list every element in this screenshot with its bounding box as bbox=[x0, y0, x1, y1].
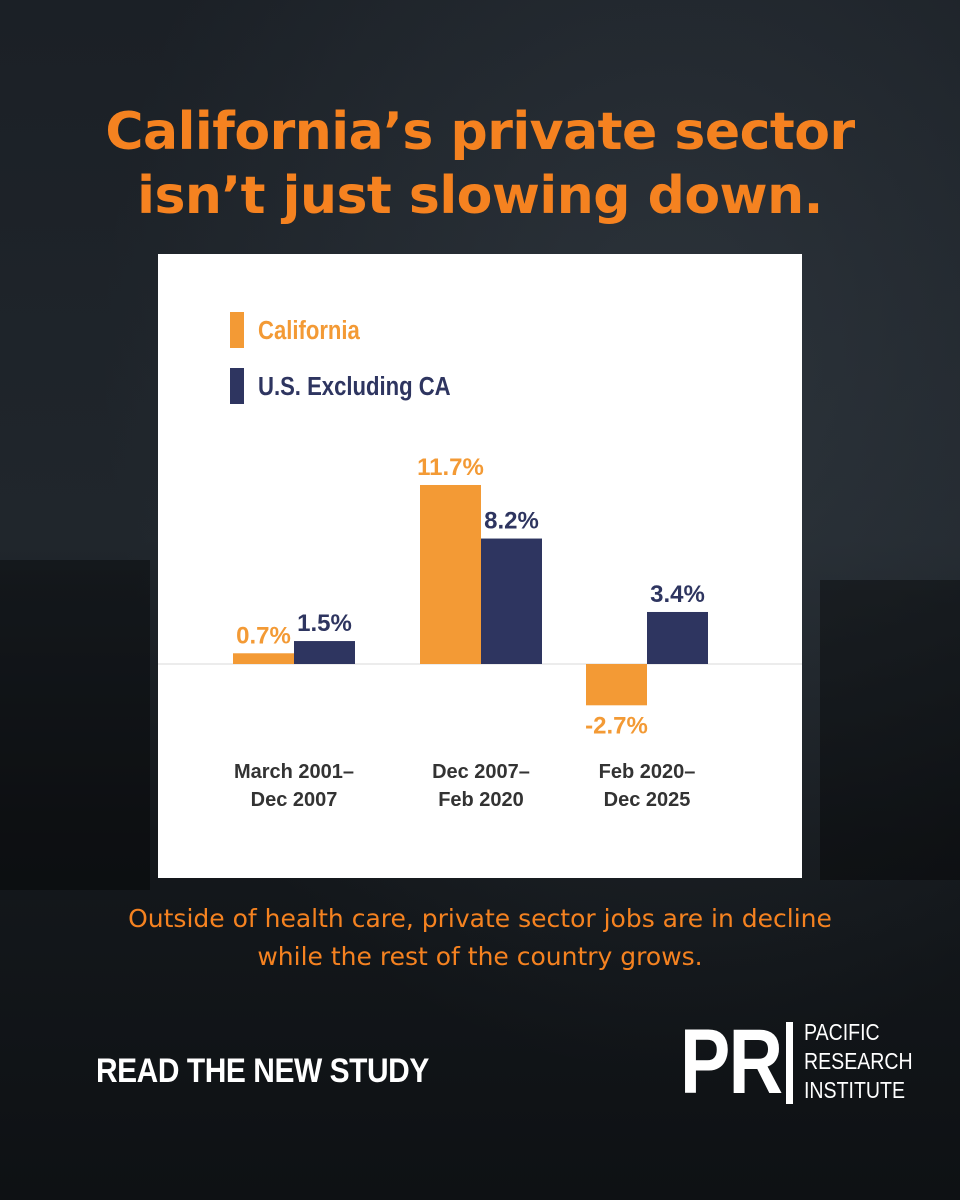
category-label-1-line-1: March 2001– bbox=[234, 761, 354, 783]
bar-us-2 bbox=[481, 538, 542, 664]
legend-swatch-2 bbox=[230, 368, 244, 404]
bar-us-3 bbox=[647, 611, 708, 664]
background-chair-shape bbox=[0, 560, 150, 890]
chart-card: California U.S. Excluding CA 0.7% 11.7% -2.7… bbox=[158, 254, 802, 878]
logo-line-1: PACIFIC bbox=[804, 1019, 880, 1045]
legend-swatch-1 bbox=[230, 312, 244, 348]
category-label-3-line-2: Dec 2025 bbox=[604, 789, 691, 811]
headline: California’s private sector isn’t just s… bbox=[0, 100, 960, 228]
data-label-california-3: -2.7% bbox=[585, 712, 648, 739]
logo-bar bbox=[786, 1022, 793, 1104]
legend-label-2: U.S. Excluding CA bbox=[258, 372, 451, 401]
data-label-california-2: 11.7% bbox=[417, 454, 484, 481]
bar-california-1 bbox=[233, 653, 294, 664]
data-label-california-1: 0.7% bbox=[236, 622, 291, 649]
logo-line-3: INSTITUTE bbox=[804, 1077, 906, 1103]
category-label-2-line-1: Dec 2007– bbox=[432, 761, 530, 783]
category-label-3-line-1: Feb 2020– bbox=[599, 761, 696, 783]
logo-wordmark: PACIFIC RESEARCH INSTITUTE bbox=[804, 1018, 913, 1105]
headline-line-2: isn’t just slowing down. bbox=[137, 166, 823, 226]
caption: Outside of health care, private sector j… bbox=[60, 900, 900, 976]
background-furniture-shape bbox=[820, 580, 960, 880]
category-label-1-line-2: Dec 2007 bbox=[251, 789, 338, 811]
read-study-link[interactable]: READ THE NEW STUDY bbox=[96, 1052, 429, 1090]
bar-california-3 bbox=[586, 664, 647, 706]
bar-california-2 bbox=[420, 484, 481, 664]
logo-mark: PR bbox=[680, 1011, 783, 1113]
job-growth-bar-chart: California U.S. Excluding CA 0.7% 11.7% -2.7… bbox=[158, 312, 802, 811]
data-label-us-3: 3.4% bbox=[650, 581, 705, 608]
data-label-us-1: 1.5% bbox=[297, 610, 352, 637]
caption-line-1: Outside of health care, private sector j… bbox=[128, 904, 832, 933]
headline-line-1: California’s private sector bbox=[105, 102, 855, 162]
logo-line-2: RESEARCH bbox=[804, 1048, 913, 1074]
category-label-2-line-2: Feb 2020 bbox=[438, 789, 524, 811]
caption-line-2: while the rest of the country grows. bbox=[257, 942, 703, 971]
bar-us-1 bbox=[294, 641, 355, 664]
legend-label-1: California bbox=[258, 316, 360, 345]
data-label-us-2: 8.2% bbox=[484, 508, 539, 535]
